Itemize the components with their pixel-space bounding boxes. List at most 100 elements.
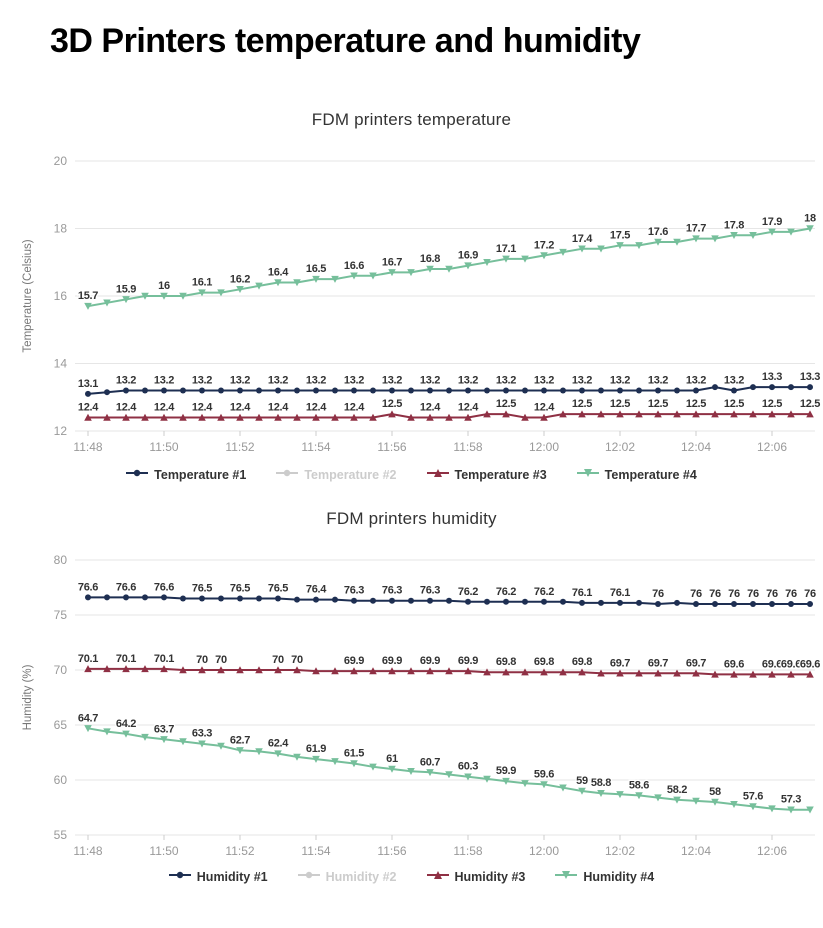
- data-label: 16.4: [268, 267, 289, 279]
- y-tick-label: 18: [54, 222, 68, 236]
- y-axis-title: Humidity (%): [22, 664, 34, 730]
- y-tick-label: 14: [54, 357, 68, 371]
- x-tick-label: 12:06: [757, 440, 787, 454]
- data-label: 70: [215, 654, 227, 666]
- x-tick-label: 11:58: [453, 844, 482, 858]
- y-tick-label: 70: [54, 663, 68, 677]
- data-label: 76: [785, 588, 797, 600]
- data-label: 61: [386, 753, 398, 765]
- legend-item-temperature-2[interactable]: Temperature #2: [276, 466, 397, 484]
- data-label: 69.6: [762, 658, 782, 670]
- x-axis: 11:48 11:50 11:52 11:54 11:56 11:58 12:00 12:02…: [73, 431, 787, 454]
- data-label: 12.4: [306, 402, 327, 414]
- data-label: 12.4: [192, 402, 213, 414]
- data-label: 13.2: [344, 375, 364, 387]
- series-humidity-1: 76.6 76.6 76.6 76.5 76.5 76.5 76.4 76.3 76.3 76.3…: [77, 580, 818, 607]
- data-label: 76: [804, 588, 816, 600]
- data-label: 76.1: [572, 587, 592, 599]
- y-tick-label: 12: [54, 424, 68, 438]
- x-tick-label: 11:48: [73, 844, 102, 858]
- data-label: 17.8: [724, 219, 744, 231]
- legend-item-humidity-2[interactable]: Humidity #2: [297, 868, 397, 886]
- data-label: 18: [804, 213, 816, 225]
- data-label: 76.6: [154, 581, 174, 593]
- data-label: 12.5: [648, 398, 668, 410]
- data-label: 76.3: [420, 585, 440, 597]
- data-label: 16.2: [230, 273, 250, 285]
- legend-item-humidity-1[interactable]: Humidity #1: [168, 868, 268, 886]
- x-tick-label: 12:00: [529, 440, 559, 454]
- data-label: 76.2: [496, 586, 516, 598]
- data-label: 69.6: [724, 658, 744, 670]
- data-label: 12.4: [116, 402, 137, 414]
- data-label: 13.2: [268, 375, 288, 387]
- data-label: 12.5: [610, 398, 630, 410]
- data-label: 17.1: [496, 243, 516, 255]
- data-label: 16.7: [382, 256, 402, 268]
- x-tick-label: 11:54: [301, 844, 330, 858]
- data-label: 61.5: [344, 748, 364, 760]
- data-label: 70.1: [116, 653, 136, 665]
- data-label: 62.7: [230, 734, 250, 746]
- y-tick-label: 20: [54, 154, 68, 168]
- data-label: 64.2: [116, 718, 136, 730]
- data-label: 12.4: [78, 402, 99, 414]
- data-label: 12.4: [458, 402, 479, 414]
- data-label: 16.6: [344, 260, 364, 272]
- data-label: 58.2: [667, 784, 687, 796]
- data-label: 13.2: [458, 375, 478, 387]
- data-label: 13.2: [420, 375, 440, 387]
- chart-title-humidity: FDM printers humidity: [326, 509, 497, 528]
- y-grid: 12 14 16 18 20: [54, 154, 815, 438]
- data-label: 12.4: [344, 402, 365, 414]
- data-label: 12.4: [420, 402, 441, 414]
- legend-item-temperature-1[interactable]: Temperature #1: [126, 466, 246, 484]
- data-label: 70: [196, 654, 208, 666]
- legend-item-temperature-3[interactable]: Temperature #3: [426, 466, 547, 484]
- data-label: 61.9: [306, 743, 326, 755]
- data-label: 59.6: [534, 768, 554, 780]
- chart-temperature: 12 14 16 18 20 11:48 11:50 11:52 11:54 11:56 11:58…: [22, 154, 822, 454]
- series-humidity-4: 64.7 64.2 63.7 63.3 62.7 62.4 61.9 61.5 61 60.7 60…: [77, 711, 814, 814]
- data-label: 76: [747, 588, 759, 600]
- data-label: 12.4: [534, 402, 555, 414]
- data-label: 69.7: [648, 657, 668, 669]
- data-label: 13.2: [496, 375, 516, 387]
- y-tick-label: 75: [54, 608, 68, 622]
- data-label: 13.2: [686, 375, 706, 387]
- line-triangle-up-marker-icon: [426, 466, 449, 484]
- x-axis: 11:48 11:50 11:52 11:54 11:56 11:58 12:00 12:02…: [73, 835, 787, 858]
- data-label: 12.5: [686, 398, 706, 410]
- legend-item-temperature-4[interactable]: Temperature #4: [576, 466, 697, 484]
- legend-item-humidity-3[interactable]: Humidity #3: [426, 868, 525, 886]
- data-label: 76.6: [116, 581, 136, 593]
- data-label: 12.5: [572, 398, 592, 410]
- data-label: 60.7: [420, 756, 440, 768]
- data-label: 17.4: [572, 233, 593, 245]
- data-label: 12.5: [724, 398, 744, 410]
- legend-item-humidity-4[interactable]: Humidity #4: [555, 868, 654, 886]
- temperature-legend: Temperature #1 Temperature #2 Temperatur…: [0, 466, 823, 484]
- data-label: 70: [272, 654, 284, 666]
- data-label: 13.2: [154, 375, 174, 387]
- x-tick-label: 12:04: [681, 440, 711, 454]
- data-label: 76.3: [382, 585, 402, 597]
- data-label: 64.7: [78, 712, 98, 724]
- data-label: 76.5: [268, 583, 288, 595]
- line-triangle-down-marker-icon: [555, 868, 578, 886]
- data-label: 76: [690, 588, 702, 600]
- data-label: 13.2: [192, 375, 212, 387]
- data-label: 76: [652, 588, 664, 600]
- data-label: 13.2: [382, 375, 402, 387]
- line-circle-marker-icon: [168, 868, 191, 886]
- data-label: 16.1: [192, 277, 212, 289]
- data-label: 15.7: [78, 290, 98, 302]
- data-label: 76: [709, 588, 721, 600]
- data-label: 13.2: [572, 375, 592, 387]
- data-label: 57.6: [743, 790, 763, 802]
- data-label: 17.5: [610, 229, 630, 241]
- data-label: 15.9: [116, 283, 136, 295]
- y-axis-title: Temperature (Celsius): [22, 239, 34, 352]
- x-tick-label: 11:56: [377, 440, 406, 454]
- x-tick-label: 11:48: [73, 440, 102, 454]
